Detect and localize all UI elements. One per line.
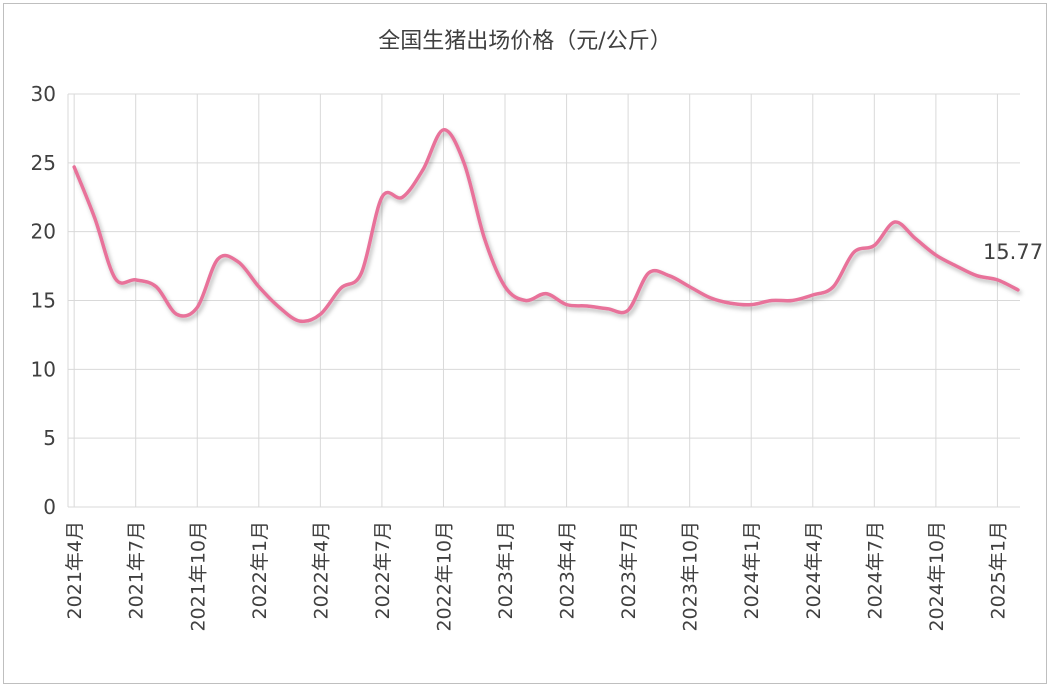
x-tick-label: 2022年10月 — [433, 521, 455, 632]
x-tick-label: 2022年1月 — [249, 521, 271, 619]
x-tick-label: 2024年4月 — [803, 521, 825, 619]
y-tick-label: 10 — [31, 357, 56, 381]
y-tick-label: 25 — [31, 151, 56, 175]
x-tick-label: 2021年7月 — [126, 521, 148, 619]
grid-lines — [67, 93, 1020, 508]
series-line — [72, 128, 1020, 324]
x-tick-label: 2023年4月 — [557, 521, 579, 619]
series-layer — [72, 128, 1020, 324]
x-tick-label: 2022年7月 — [372, 521, 394, 619]
y-tick-label: 15 — [31, 289, 56, 313]
y-tick-label: 30 — [31, 82, 56, 106]
chart-title: 全国生猪出场价格（元/公斤） — [378, 29, 671, 54]
x-tick-label: 2025年1月 — [987, 521, 1009, 619]
x-tick-label: 2023年10月 — [680, 521, 702, 632]
y-tick-label: 5 — [43, 426, 56, 450]
x-tick-label: 2023年1月 — [495, 521, 517, 619]
x-tick-label: 2021年4月 — [64, 521, 86, 619]
x-tick-label: 2024年1月 — [741, 521, 763, 619]
x-tick-label: 2023年7月 — [618, 521, 640, 619]
y-tick-label: 20 — [31, 220, 56, 244]
y-tick-label: 0 — [43, 495, 56, 519]
data-label: 15.77 — [983, 240, 1043, 264]
x-tick-label: 2021年10月 — [187, 521, 209, 632]
x-tick-label: 2022年4月 — [310, 521, 332, 619]
data-labels: 15.77 — [983, 240, 1043, 264]
x-axis: 2021年4月 2021年7月 2021年10月 2022年1月 2022年4月 2022… — [64, 521, 1009, 632]
x-tick-label: 2024年10月 — [926, 521, 948, 632]
y-axis: 0 5 10 15 20 25 30 — [31, 82, 56, 519]
x-tick-label: 2024年7月 — [864, 521, 886, 619]
chart-frame — [3, 3, 1047, 684]
